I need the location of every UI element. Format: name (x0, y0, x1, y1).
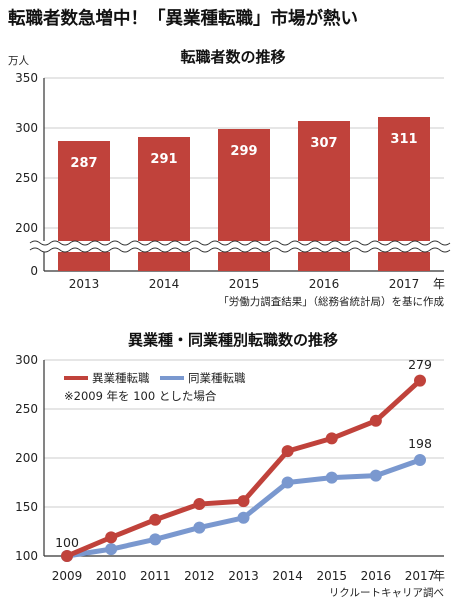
bar-chart: 転職者数の推移 万人 0 200 250 300 350 287 291 299 307 311… (8, 48, 451, 308)
data-point (105, 543, 118, 556)
data-point (237, 511, 250, 524)
data-point (149, 513, 162, 526)
bar-value-label: 307 (310, 136, 337, 151)
legend-label-ig: 異業種転職 (92, 371, 150, 385)
bar-x-tick-label: 2017 (389, 277, 420, 291)
data-point (325, 471, 338, 484)
line-y-tick-label: 300 (15, 353, 38, 367)
data-point (325, 432, 338, 445)
legend: 異業種転職 同業種転職 (64, 371, 246, 385)
line-y-tick-label: 250 (15, 402, 38, 416)
bar-x-suffix: 年 (433, 277, 445, 291)
data-point (281, 476, 294, 489)
data-point (237, 495, 250, 508)
line-y-tick-label: 100 (15, 549, 38, 563)
bar-value-label: 291 (150, 152, 177, 167)
line-x-tick-label: 2016 (361, 569, 392, 583)
series-line-dg (64, 457, 423, 559)
bar-chart-title: 転職者数の推移 (180, 48, 285, 66)
data-point (281, 445, 294, 458)
line-x-tick-label: 2015 (316, 569, 347, 583)
bar-y-tick-label: 0 (30, 264, 38, 278)
data-point (369, 414, 382, 427)
line-source: リクルートキャリア調べ (329, 586, 444, 599)
legend-label-dg: 同業種転職 (188, 371, 246, 385)
bar-x-tick-label: 2016 (309, 277, 340, 291)
line-y-tick-label: 200 (15, 451, 38, 465)
line-x-suffix: 年 (433, 569, 445, 583)
bar-x-tick-labels: 2013 2014 2015 2016 2017 (69, 277, 420, 291)
data-point (105, 531, 118, 544)
data-point (369, 469, 382, 482)
bar-y-tick-label: 250 (15, 171, 38, 185)
index-note: ※2009 年を 100 とした場合 (64, 389, 217, 403)
line-x-tick-label: 2011 (140, 569, 171, 583)
bar-source: 「労働力調査結果」（総務省統計局）を基に作成 (218, 295, 444, 308)
start-value-label: 100 (55, 535, 79, 550)
bar-y-tick-labels: 0 200 250 300 350 (15, 71, 38, 278)
axis-break-line (29, 247, 451, 253)
line-chart-title: 異業種・同業種別転職数の推移 (128, 331, 338, 349)
bar-y-tick-label: 200 (15, 221, 38, 235)
axis-break-line (29, 240, 451, 246)
line-x-tick-labels: 2009 2010 2011 2012 2013 2014 2015 2016 2017 (52, 569, 436, 583)
line-x-tick-label: 2013 (228, 569, 259, 583)
data-point (193, 521, 206, 534)
line-series (61, 374, 426, 562)
data-point (414, 453, 426, 466)
bar-y-tick-label: 350 (15, 71, 38, 85)
end-value-label-dg: 198 (408, 436, 432, 451)
bar-x-tick-label: 2015 (229, 277, 260, 291)
bar-value-label: 311 (390, 132, 417, 147)
series-line-ig (64, 378, 423, 559)
line-x-tick-label: 2012 (184, 569, 215, 583)
line-x-tick-label: 2010 (96, 569, 127, 583)
data-point (61, 550, 73, 562)
bar-x-tick-label: 2014 (149, 277, 180, 291)
end-value-label-ig: 279 (408, 357, 432, 372)
data-point (193, 498, 206, 511)
bar-y-tick-label: 300 (15, 121, 38, 135)
line-x-tick-label: 2014 (272, 569, 303, 583)
axis-break-band (30, 241, 450, 252)
line-y-tick-labels: 100 150 200 250 300 (15, 353, 38, 563)
line-x-tick-label: 2017 (405, 569, 436, 583)
bar-value-label: 287 (70, 156, 97, 171)
axis-break-mark (29, 240, 451, 253)
data-point (414, 374, 426, 387)
bar-x-tick-label: 2013 (69, 277, 100, 291)
bar-unit-label: 万人 (8, 55, 29, 67)
data-point (149, 533, 162, 546)
line-y-tick-label: 150 (15, 500, 38, 514)
bar-value-label: 299 (230, 144, 257, 159)
line-x-tick-label: 2009 (52, 569, 83, 583)
headline: 転職者数急増中！「異業種転職」市場が熱い (8, 8, 358, 29)
